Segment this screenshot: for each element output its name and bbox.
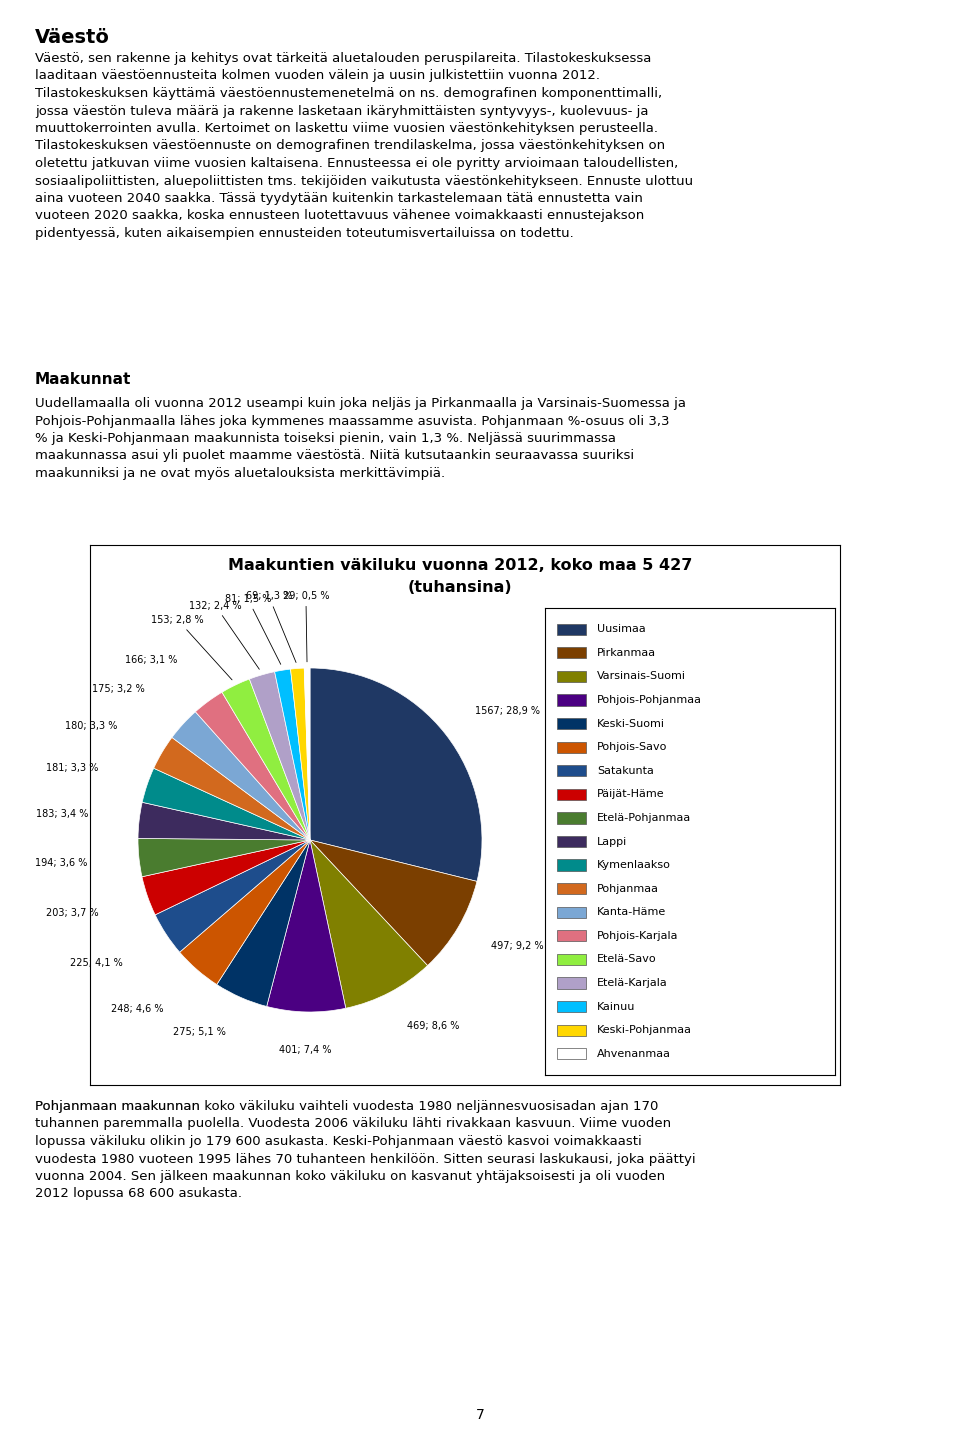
Text: 469; 8,6 %: 469; 8,6 % (407, 1021, 460, 1031)
Bar (557, 695, 586, 705)
Text: 183; 3,4 %: 183; 3,4 % (36, 810, 88, 820)
Text: Maakuntien väkiluku vuonna 2012, koko maa 5 427: Maakuntien väkiluku vuonna 2012, koko ma… (228, 559, 692, 573)
Text: Varsinais-Suomi: Varsinais-Suomi (597, 671, 686, 681)
Text: 1567; 28,9 %: 1567; 28,9 % (475, 705, 540, 715)
Text: 497; 9,2 %: 497; 9,2 % (491, 941, 543, 951)
Text: Keski-Suomi: Keski-Suomi (597, 718, 665, 728)
Text: 275; 5,1 %: 275; 5,1 % (173, 1027, 226, 1037)
Text: Ahvenanmaa: Ahvenanmaa (597, 1048, 671, 1058)
Wedge shape (310, 668, 482, 882)
Wedge shape (142, 840, 310, 915)
Bar (557, 954, 586, 965)
Text: 194; 3,6 %: 194; 3,6 % (36, 857, 87, 867)
Text: Pohjanmaan maakunnan koko väkiluku vaihteli vuodesta 1980 neljännesvuosisadan aj: Pohjanmaan maakunnan koko väkiluku vaiht… (35, 1100, 696, 1200)
Bar (557, 648, 586, 658)
Text: 81; 1,5 %: 81; 1,5 % (225, 595, 280, 665)
Text: Etelä-Pohjanmaa: Etelä-Pohjanmaa (597, 813, 691, 823)
Bar (557, 836, 586, 847)
Text: Pohjanmaan maakunnan: Pohjanmaan maakunnan (35, 1100, 204, 1113)
Text: 29; 0,5 %: 29; 0,5 % (282, 590, 329, 662)
Bar (557, 765, 586, 777)
Text: Uusimaa: Uusimaa (597, 625, 646, 635)
Text: Pohjanmaa: Pohjanmaa (597, 883, 660, 893)
Text: Päijät-Häme: Päijät-Häme (597, 790, 665, 800)
Text: Pohjois-Karjala: Pohjois-Karjala (597, 931, 679, 941)
Text: 166; 3,1 %: 166; 3,1 % (126, 655, 178, 665)
Text: Uudellamaalla oli vuonna 2012 useampi kuin joka neljäs ja Pirkanmaalla ja Varsin: Uudellamaalla oli vuonna 2012 useampi ku… (35, 396, 686, 480)
Text: 203; 3,7 %: 203; 3,7 % (46, 908, 99, 918)
Wedge shape (222, 679, 310, 840)
Bar (557, 883, 586, 895)
Text: 248; 4,6 %: 248; 4,6 % (110, 1004, 163, 1014)
Text: 153; 2,8 %: 153; 2,8 % (152, 615, 232, 679)
Text: Keski-Pohjanmaa: Keski-Pohjanmaa (597, 1025, 692, 1035)
Wedge shape (310, 840, 427, 1008)
Text: Maakunnat: Maakunnat (35, 372, 132, 386)
Wedge shape (172, 712, 310, 840)
Bar (557, 860, 586, 870)
Wedge shape (142, 768, 310, 840)
Text: Lappi: Lappi (597, 837, 628, 846)
Wedge shape (180, 840, 310, 985)
Bar (557, 931, 586, 942)
Text: Väestö, sen rakenne ja kehitys ovat tärkeitä aluetalouden peruspilareita. Tilast: Väestö, sen rakenne ja kehitys ovat tärk… (35, 52, 693, 240)
Text: Pohjois-Pohjanmaa: Pohjois-Pohjanmaa (597, 695, 702, 705)
Wedge shape (291, 668, 310, 840)
Text: Pohjanmaan maakunnan: Pohjanmaan maakunnan (35, 1100, 204, 1113)
Text: Kainuu: Kainuu (597, 1002, 636, 1012)
Wedge shape (138, 803, 310, 840)
Bar (557, 906, 586, 918)
Text: Satakunta: Satakunta (597, 765, 654, 775)
Text: Väestö: Väestö (35, 27, 109, 47)
Bar (557, 1048, 586, 1060)
Text: 132; 2,4 %: 132; 2,4 % (189, 600, 259, 669)
Text: 181; 3,3 %: 181; 3,3 % (46, 764, 98, 774)
Wedge shape (217, 840, 310, 1007)
Bar (557, 813, 586, 823)
Text: Pohjois-Savo: Pohjois-Savo (597, 742, 667, 752)
Bar (557, 741, 586, 752)
Wedge shape (310, 840, 477, 965)
Wedge shape (156, 840, 310, 952)
Bar (557, 978, 586, 988)
Wedge shape (250, 672, 310, 840)
Wedge shape (138, 839, 310, 877)
Bar (557, 623, 586, 635)
Text: 69; 1,3 %: 69; 1,3 % (246, 592, 296, 662)
Wedge shape (154, 738, 310, 840)
Wedge shape (267, 840, 346, 1012)
Text: Pirkanmaa: Pirkanmaa (597, 648, 657, 658)
Wedge shape (304, 668, 310, 840)
Bar (557, 788, 586, 800)
Text: (tuhansina): (tuhansina) (408, 580, 513, 595)
Text: Kanta-Häme: Kanta-Häme (597, 908, 666, 918)
Text: 175; 3,2 %: 175; 3,2 % (92, 684, 145, 694)
Bar (557, 1025, 586, 1035)
Text: Etelä-Savo: Etelä-Savo (597, 955, 657, 965)
Wedge shape (275, 669, 310, 840)
Bar (557, 1001, 586, 1012)
Wedge shape (196, 692, 310, 840)
Text: 225; 4,1 %: 225; 4,1 % (70, 958, 123, 968)
Text: 401; 7,4 %: 401; 7,4 % (279, 1045, 331, 1055)
Text: 180; 3,3 %: 180; 3,3 % (65, 721, 118, 731)
Text: Kymenlaakso: Kymenlaakso (597, 860, 671, 870)
Bar (557, 718, 586, 729)
Text: 7: 7 (475, 1409, 485, 1422)
Bar (557, 671, 586, 682)
Text: Etelä-Karjala: Etelä-Karjala (597, 978, 668, 988)
